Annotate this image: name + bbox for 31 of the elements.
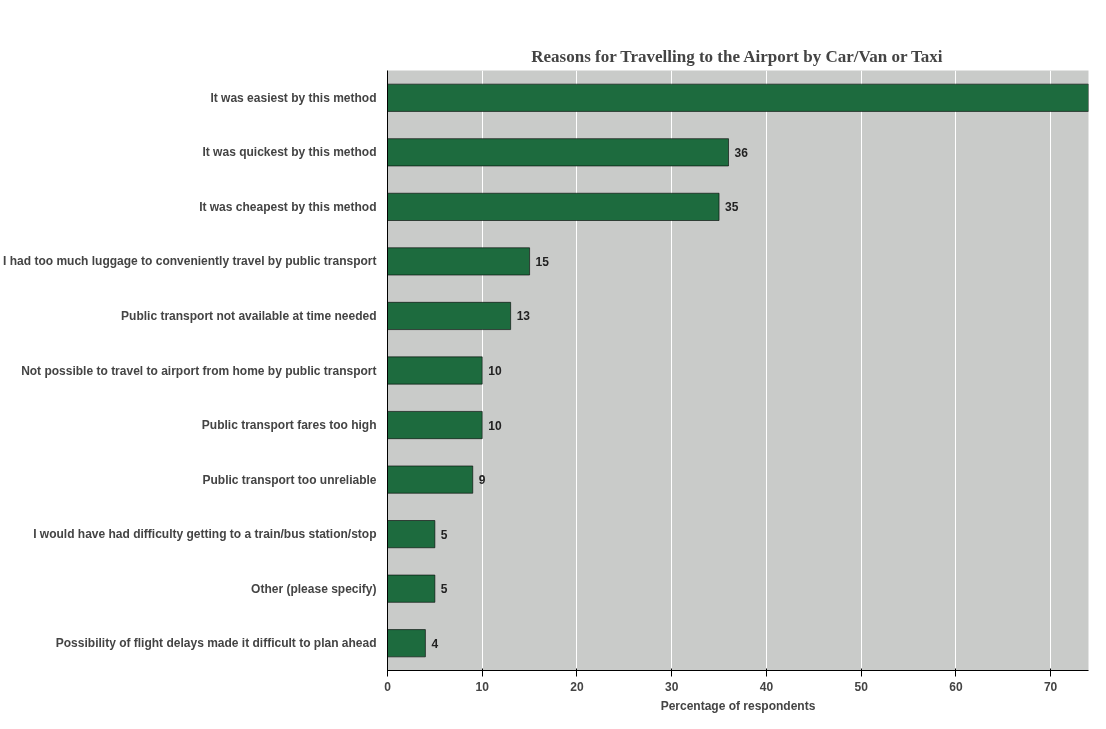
data-label: 9 [478, 473, 486, 488]
x-tick-label: 0 [384, 679, 392, 694]
x-tick-label: 30 [665, 679, 679, 694]
y-tick-label: It was quickest by this method [202, 145, 377, 160]
y-tick-label: Other (please specify) [251, 581, 377, 596]
x-tick-label: 60 [949, 679, 963, 694]
data-label: 4 [431, 636, 439, 651]
data-label: 10 [488, 364, 502, 378]
y-tick-label: Not possible to travel to airport from home by public transport [21, 363, 377, 378]
data-label: 10 [488, 418, 502, 433]
y-tick-label: Possibility of flight delays made it difficult to plan ahead [55, 636, 377, 651]
chart-title: Reasons for Travelling to the Airport by Car/Van or Taxi [531, 46, 943, 66]
x-tick-label: 20 [570, 679, 584, 694]
data-label: 36 [734, 145, 749, 160]
y-tick-label: It was easiest by this method [210, 90, 377, 105]
data-label: 15 [535, 254, 550, 269]
y-tick-label: Public transport too unreliable [202, 472, 377, 487]
x-tick-label: 40 [759, 679, 774, 694]
y-tick-label: I would have had difficulty getting to a train/bus station/stop [33, 527, 377, 542]
x-axis-title: Percentage of respondents [660, 698, 816, 713]
data-label: 35 [725, 200, 739, 215]
x-tick-label: 10 [475, 679, 490, 694]
y-tick-label: It was cheapest by this method [199, 199, 377, 214]
y-tick-label: Public transport not available at time needed [121, 308, 377, 323]
x-tick-label: 70 [1043, 679, 1058, 694]
data-label: 13 [516, 309, 531, 324]
data-label: 5 [440, 582, 448, 597]
y-tick-label: Public transport fares too high [201, 418, 377, 433]
data-label: 5 [440, 527, 448, 542]
x-tick-label: 50 [854, 679, 869, 694]
y-tick-label: I had too much luggage to conveniently travel by public transport [3, 254, 377, 269]
